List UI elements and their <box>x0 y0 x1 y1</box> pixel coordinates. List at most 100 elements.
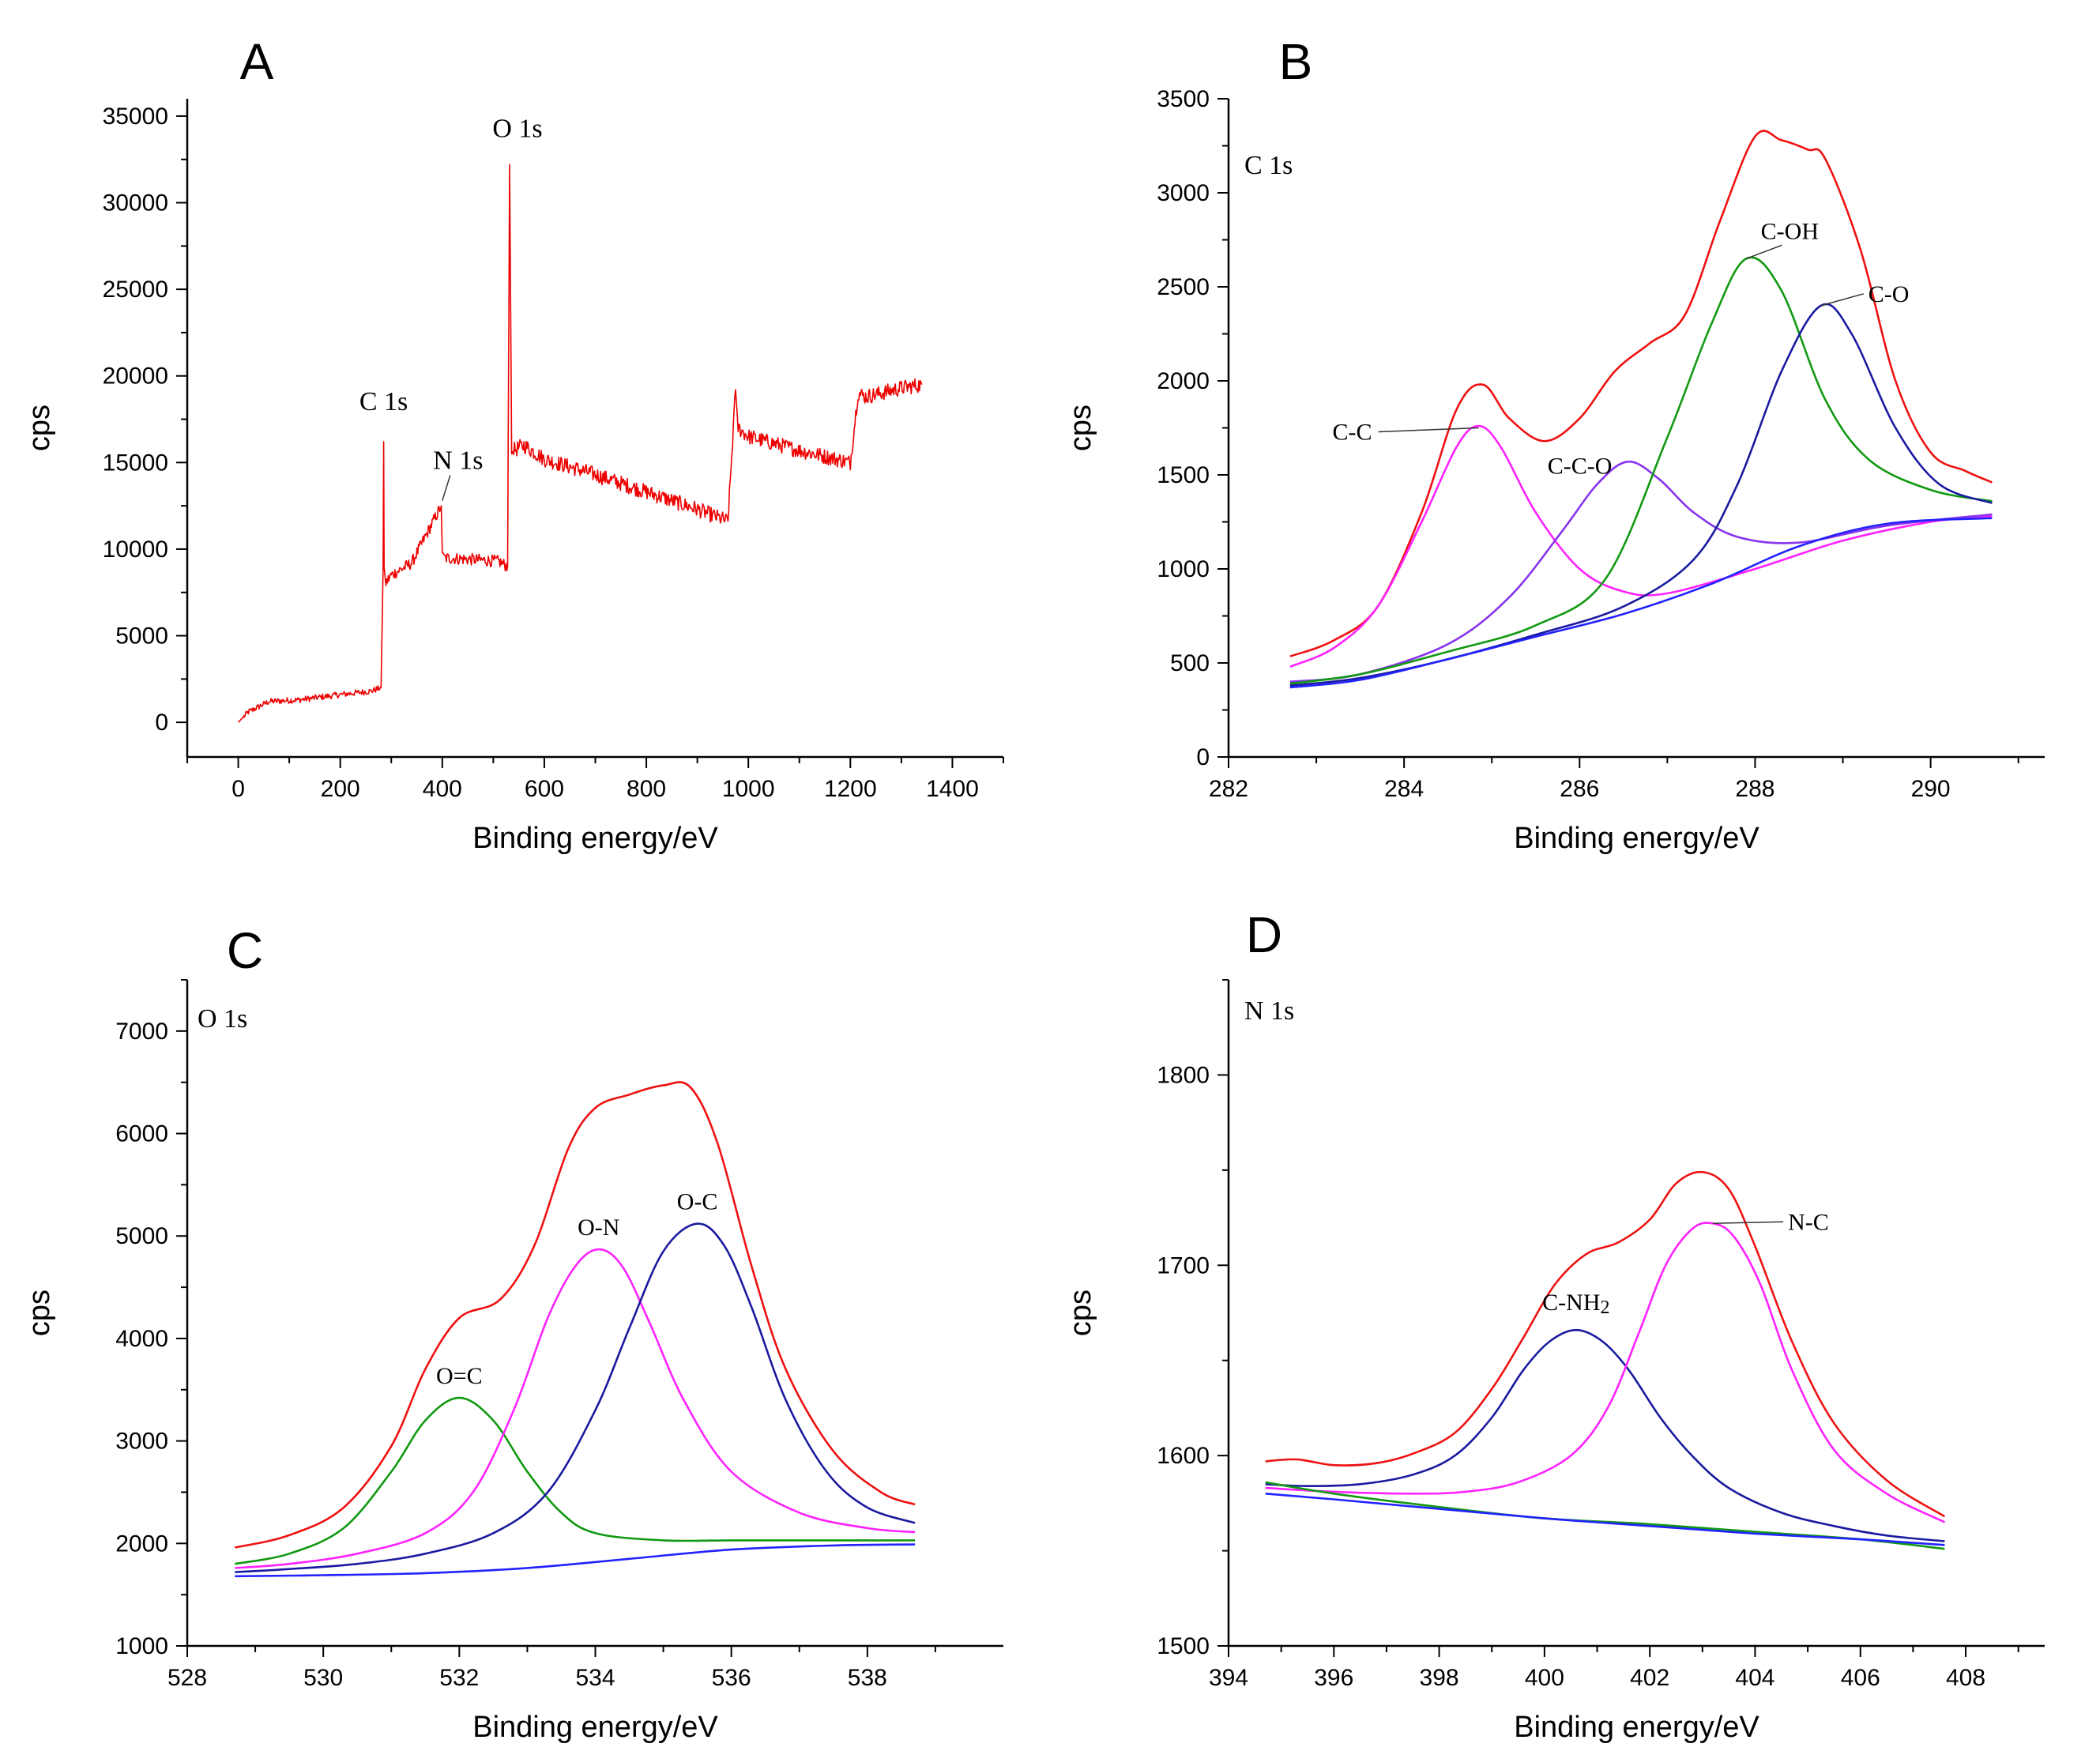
series-line <box>1289 303 1993 687</box>
x-tick-label: 534 <box>575 1665 615 1691</box>
y-tick-label: 500 <box>1170 650 1210 676</box>
x-tick-label: 394 <box>1209 1665 1248 1691</box>
y-tick-label: 1000 <box>115 1633 168 1659</box>
panel-d: D 394 396 398 400 402 404 406 408 1500 1600 1700 180… <box>1064 906 2045 1744</box>
x-tick-label: 400 <box>423 776 462 802</box>
annotation-leader <box>1378 427 1479 433</box>
y-axis-label: cps <box>23 405 56 451</box>
x-axis-label: Binding energy/eV <box>472 822 718 855</box>
series-line <box>235 1081 916 1549</box>
x-tick-label: 1400 <box>926 776 979 802</box>
y-tick-label: 2500 <box>1157 274 1210 300</box>
series-line <box>1289 424 1993 668</box>
y-tick-label: 1700 <box>1157 1252 1210 1278</box>
y-tick-label: 7000 <box>115 1019 168 1045</box>
x-tick-label: 400 <box>1525 1665 1564 1691</box>
x-tick-label: 290 <box>1911 776 1951 802</box>
y-tick-label: 1600 <box>1157 1443 1210 1469</box>
y-tick-label: 10000 <box>103 537 168 563</box>
y-axis-label: cps <box>1064 405 1097 451</box>
y-tick-label: 15000 <box>103 450 168 476</box>
x-tick-label: 408 <box>1946 1665 1985 1691</box>
series-line <box>1289 517 1993 689</box>
y-tick-label: 5000 <box>115 1223 168 1249</box>
y-tick-label: 0 <box>155 710 168 736</box>
x-axis-label: Binding energy/eV <box>1514 1711 1759 1744</box>
y-tick-label: 1500 <box>1157 1633 1210 1659</box>
panel-b: B 282 284 286 288 290 0 500 1000 1500 2000 2500 3000… <box>1064 33 2045 855</box>
y-axis-label: cps <box>23 1290 56 1336</box>
y-tick-label: 5000 <box>115 623 168 650</box>
x-axis-label: Binding energy/eV <box>1514 822 1759 855</box>
series-line <box>1265 1170 1946 1518</box>
annotation-leader <box>1820 293 1864 307</box>
series-line <box>1289 130 1993 657</box>
series-line <box>1265 1493 1945 1546</box>
series-line <box>235 1543 916 1578</box>
series-line <box>235 1248 916 1569</box>
x-tick-label: 398 <box>1420 1665 1459 1691</box>
annotation-leader <box>442 475 451 501</box>
y-tick-label: 20000 <box>103 363 168 390</box>
x-tick-label: 402 <box>1630 1665 1669 1691</box>
series-line <box>1289 460 1993 683</box>
annotation-leader <box>1746 244 1782 260</box>
y-tick-label: 1000 <box>1157 556 1210 582</box>
panel-c: C 528 530 532 534 536 538 1000 2000 3000 4000 5000 6… <box>23 922 1003 1744</box>
x-tick-label: 282 <box>1209 776 1248 802</box>
x-tick-label: 396 <box>1314 1665 1353 1691</box>
peak-label: C-NH2 <box>1542 1290 1609 1318</box>
x-tick-label: 284 <box>1384 776 1424 802</box>
peak-label: C-C <box>1333 420 1372 446</box>
y-tick-label: 30000 <box>103 190 168 217</box>
panel-a: A 0 200 400 600 800 1000 1200 1400 0 5000 10000 1500… <box>23 33 1004 855</box>
y-tick-label: 25000 <box>103 277 168 303</box>
y-tick-label: 3500 <box>1157 86 1210 112</box>
y-tick-label: 3000 <box>115 1429 168 1455</box>
y-tick-label: 6000 <box>115 1121 168 1147</box>
x-tick-label: 528 <box>167 1665 207 1691</box>
x-tick-label: 1200 <box>824 776 877 802</box>
peak-label: O=C <box>436 1363 483 1389</box>
series-line <box>1289 256 1993 685</box>
y-tick-label: 35000 <box>103 104 168 130</box>
x-tick-label: 200 <box>321 776 360 802</box>
panel-note: C 1s <box>1244 151 1293 180</box>
peak-label: C-O <box>1869 281 1910 307</box>
panel-letter: B <box>1279 33 1313 90</box>
peak-label: C 1s <box>359 387 408 416</box>
peak-label: O 1s <box>492 114 542 143</box>
y-axis-label: cps <box>1064 1290 1097 1336</box>
panel-note: O 1s <box>198 1004 247 1034</box>
x-tick-label: 538 <box>848 1665 887 1691</box>
y-tick-label: 3000 <box>1157 180 1210 206</box>
x-tick-label: 530 <box>303 1665 343 1691</box>
y-tick-label: 4000 <box>115 1326 168 1352</box>
x-tick-label: 532 <box>439 1665 479 1691</box>
y-tick-label: 1500 <box>1157 462 1210 488</box>
x-tick-label: 0 <box>231 776 245 802</box>
y-tick-label: 1800 <box>1157 1062 1210 1088</box>
x-tick-label: 286 <box>1560 776 1599 802</box>
series-line <box>238 164 923 723</box>
series-line <box>1265 1222 1945 1523</box>
peak-label: O-C <box>677 1189 718 1215</box>
panel-letter: A <box>240 33 274 90</box>
panel-letter: D <box>1246 906 1282 963</box>
annotation-leader <box>1713 1221 1784 1225</box>
series-line <box>235 1396 916 1565</box>
series-line <box>1265 1328 1945 1542</box>
x-tick-label: 800 <box>627 776 666 802</box>
peak-label: N-C <box>1788 1209 1829 1235</box>
peak-label: O-N <box>578 1214 619 1241</box>
x-tick-label: 1000 <box>722 776 775 802</box>
peak-label: C-C-O <box>1548 453 1613 479</box>
x-tick-label: 536 <box>712 1665 751 1691</box>
y-tick-label: 0 <box>1196 744 1210 770</box>
x-tick-label: 404 <box>1735 1665 1774 1691</box>
x-tick-label: 600 <box>525 776 564 802</box>
peak-label: C-OH <box>1761 218 1819 244</box>
panel-note: N 1s <box>1244 996 1294 1026</box>
x-tick-label: 406 <box>1841 1665 1880 1691</box>
